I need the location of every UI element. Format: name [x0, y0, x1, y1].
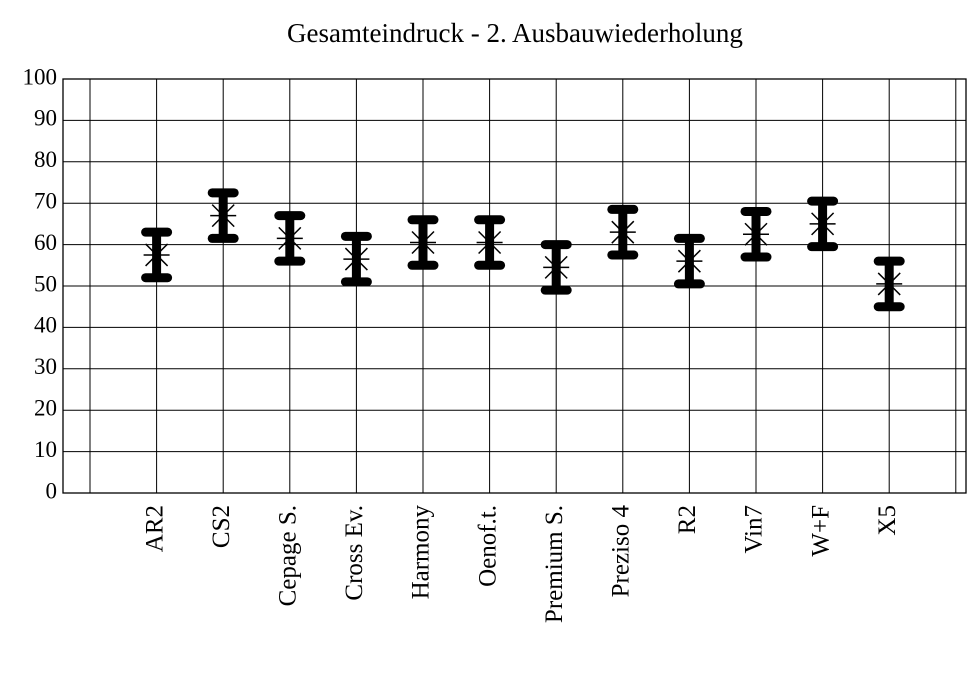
chart-title: Gesamteindruck - 2. Ausbauwiederholung [287, 18, 743, 48]
y-tick-label: 100 [23, 64, 58, 89]
y-tick-label: 30 [34, 354, 57, 379]
x-tick-label: R2 [674, 505, 701, 534]
mean-marker [676, 249, 703, 273]
x-tick-label: Cross Ev. [341, 505, 368, 601]
y-tick-label: 60 [34, 230, 57, 255]
x-tick-label: X5 [874, 505, 901, 536]
x-tick-label: CS2 [208, 505, 235, 548]
y-tick-label: 80 [34, 147, 57, 172]
mean-marker [609, 220, 636, 244]
mean-marker [743, 222, 769, 246]
y-tick-label: 40 [34, 313, 57, 338]
mean-marker [276, 226, 303, 250]
y-tick-label: 90 [34, 106, 57, 131]
x-tick-label: W+F [807, 505, 834, 557]
mean-marker [543, 255, 570, 279]
mean-marker [876, 272, 903, 296]
mean-marker [210, 204, 237, 228]
x-tick-label: Preziso 4 [608, 505, 635, 598]
mean-marker [476, 230, 503, 255]
mean-marker [143, 243, 170, 267]
y-tick-label: 70 [34, 188, 57, 213]
x-tick-label: Harmony [408, 505, 435, 600]
mean-marker [809, 212, 836, 236]
mean-marker [343, 247, 370, 271]
x-tick-label: Premium S. [541, 505, 568, 623]
mean-marker [410, 230, 436, 255]
y-tick-label: 0 [46, 478, 58, 503]
y-tick-label: 10 [34, 437, 57, 462]
x-tick-label: AR2 [141, 505, 168, 552]
x-tick-label: Oenof.t. [474, 505, 501, 587]
y-tick-label: 20 [34, 395, 57, 420]
x-tick-label: Vin7 [741, 505, 768, 554]
y-tick-label: 50 [34, 271, 57, 296]
x-tick-label: Cepage S. [275, 505, 302, 606]
